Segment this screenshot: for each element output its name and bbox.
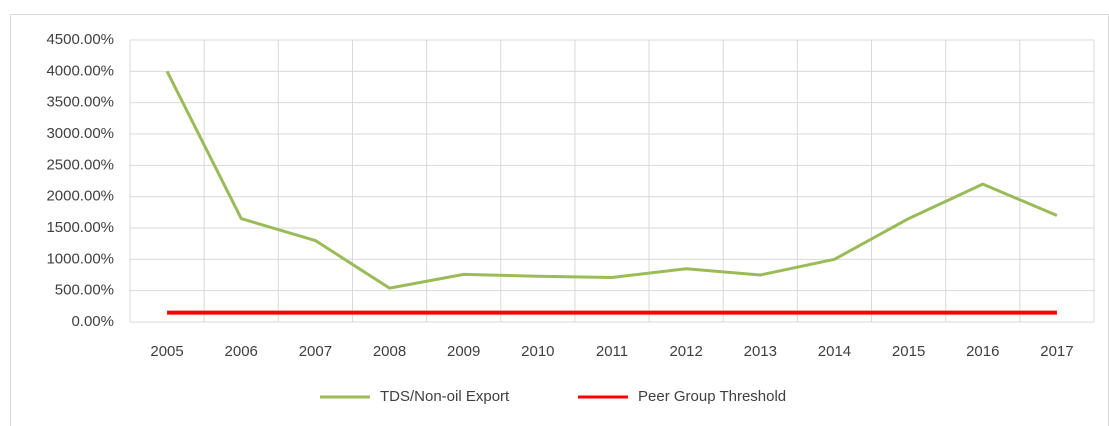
x-tick-label: 2012 [669,343,702,360]
y-tick-label: 1500.00% [46,219,114,236]
x-tick-label: 2010 [521,343,554,360]
x-tick-label: 2005 [150,343,183,360]
x-tick-label: 2011 [596,343,628,360]
x-tick-label: 2017 [1040,343,1073,360]
x-tick-label: 2014 [818,343,851,360]
x-tick-label: 2015 [892,343,925,360]
y-tick-label: 1000.00% [46,250,114,267]
y-tick-label: 2000.00% [46,188,114,205]
x-tick-label: 2007 [299,343,332,360]
y-tick-label: 2500.00% [46,156,114,173]
x-tick-label: 2006 [225,343,258,360]
y-tick-label: 4000.00% [46,62,114,79]
y-tick-label: 3000.00% [46,125,114,142]
y-tick-label: 500.00% [55,282,114,299]
y-tick-label: 4500.00% [46,31,114,48]
series-line [165,70,1058,290]
x-tick-label: 2009 [447,343,480,360]
y-tick-label: 0.00% [71,313,114,330]
y-tick-label: 3500.00% [46,94,114,111]
x-tick-label: 2013 [744,343,777,360]
chart-frame [10,14,1109,426]
x-tick-label: 2008 [373,343,406,360]
x-tick-label: 2016 [966,343,999,360]
legend-label: Peer Group Threshold [638,388,786,405]
legend-label: TDS/Non-oil Export [380,388,510,405]
